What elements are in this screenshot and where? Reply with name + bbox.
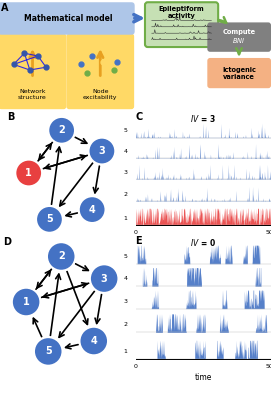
- FancyBboxPatch shape: [66, 34, 134, 109]
- Text: 2: 2: [123, 192, 127, 197]
- Text: 2: 2: [123, 322, 127, 328]
- Text: 3: 3: [101, 274, 108, 284]
- Circle shape: [79, 327, 108, 355]
- Text: Node
excitability: Node excitability: [83, 90, 118, 100]
- Text: 2: 2: [58, 125, 65, 135]
- Text: Ictogenic
variance: Ictogenic variance: [222, 66, 256, 80]
- Text: Mathematical model: Mathematical model: [24, 14, 112, 23]
- Text: 2: 2: [58, 252, 64, 262]
- Text: 1: 1: [23, 297, 30, 307]
- Text: 3: 3: [123, 299, 127, 304]
- Text: C: C: [136, 112, 143, 122]
- Circle shape: [34, 337, 63, 366]
- Text: 0: 0: [134, 230, 137, 235]
- FancyBboxPatch shape: [207, 58, 271, 88]
- Text: 4: 4: [91, 336, 97, 346]
- Text: 5: 5: [45, 346, 51, 356]
- Text: 5: 5: [46, 214, 53, 224]
- Circle shape: [36, 206, 63, 233]
- Text: 3: 3: [123, 170, 127, 175]
- Text: 5: 5: [124, 254, 127, 259]
- FancyBboxPatch shape: [0, 34, 66, 109]
- Text: 5: 5: [124, 128, 127, 133]
- Circle shape: [15, 160, 42, 186]
- Text: Network
structure: Network structure: [18, 90, 47, 100]
- Text: D: D: [3, 237, 11, 247]
- Text: B: B: [7, 112, 14, 122]
- Text: Compute
$\it{BNI}$: Compute $\it{BNI}$: [222, 29, 256, 46]
- Text: time: time: [195, 373, 212, 382]
- Text: 3: 3: [99, 146, 105, 156]
- Text: Epileptiform
activity: Epileptiform activity: [159, 6, 204, 18]
- FancyBboxPatch shape: [145, 2, 218, 47]
- Text: 4: 4: [89, 204, 95, 214]
- Text: $\it{IV}$ = 0: $\it{IV}$ = 0: [190, 237, 216, 248]
- Text: 0: 0: [134, 364, 137, 369]
- Circle shape: [89, 138, 115, 164]
- Text: 1: 1: [25, 168, 32, 178]
- Text: 1: 1: [124, 216, 127, 221]
- Text: 1: 1: [124, 349, 127, 354]
- FancyBboxPatch shape: [207, 22, 271, 52]
- Text: 4: 4: [123, 276, 127, 281]
- Text: 4: 4: [123, 149, 127, 154]
- Text: A: A: [1, 3, 9, 13]
- Circle shape: [47, 242, 76, 271]
- Circle shape: [79, 196, 106, 223]
- Text: E: E: [136, 236, 142, 246]
- Text: $\it{IV}$ = 3: $\it{IV}$ = 3: [190, 113, 216, 124]
- Text: 500: 500: [265, 364, 271, 369]
- Circle shape: [90, 264, 118, 293]
- Circle shape: [48, 117, 75, 144]
- Text: 500: 500: [265, 230, 271, 235]
- Circle shape: [12, 288, 40, 316]
- FancyBboxPatch shape: [0, 2, 135, 35]
